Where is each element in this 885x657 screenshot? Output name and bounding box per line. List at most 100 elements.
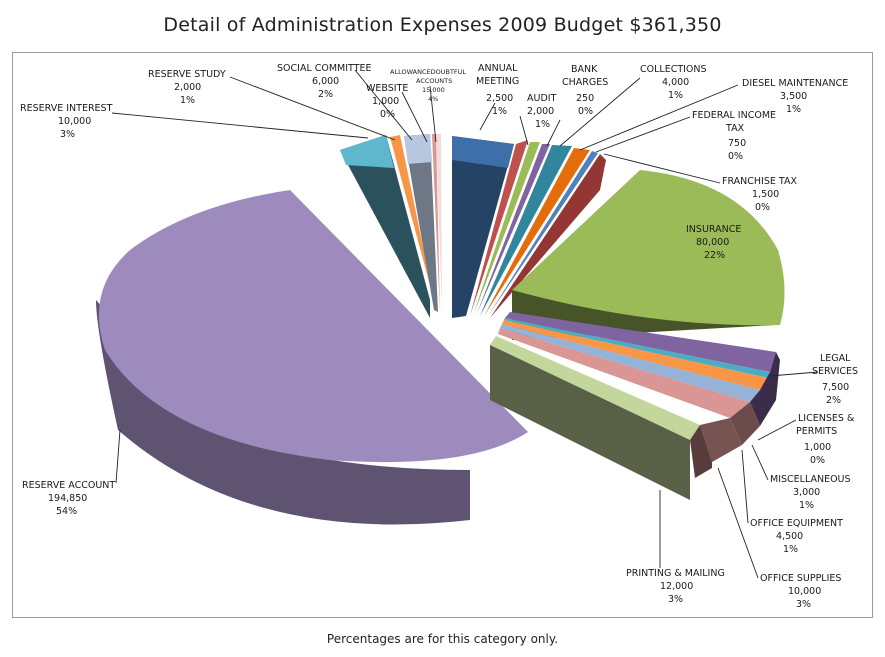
label-office-equipment-name: OFFICE EQUIPMENT (750, 518, 843, 529)
label-diesel-name: DIESEL MAINTENANCE (742, 78, 848, 89)
label-office-equipment-pct: 1% (783, 544, 798, 555)
slice-office-supplies-side (730, 402, 760, 445)
label-reserve-account-value: 194,850 (48, 493, 87, 504)
label-franchise-name: FRANCHISE TAX (722, 176, 797, 187)
leader-reserve-study (229, 76, 396, 141)
label-federal-pct: 0% (728, 151, 743, 162)
label-allowance-value: 15,000 (422, 86, 445, 94)
label-reserve-account-pct: 54% (56, 506, 77, 517)
label-legal-line1: LEGAL (820, 353, 851, 364)
leader-social-committee (354, 69, 413, 141)
slice-diesel (484, 148, 590, 316)
label-collections-pct: 1% (668, 90, 683, 101)
label-franchise-pct: 0% (755, 202, 770, 213)
pie-slices (96, 134, 785, 525)
label-federal-line2: TAX (725, 123, 745, 134)
leader-franchise (603, 153, 721, 184)
leader-diesel (579, 84, 739, 151)
label-licenses-line1: LICENSES & (798, 413, 855, 424)
label-licenses-value: 1,000 (804, 442, 831, 453)
label-bank-charges-line2: CHARGES (562, 77, 608, 88)
label-website-pct: 0% (380, 109, 395, 120)
label-reserve-study-name: RESERVE STUDY (148, 69, 226, 80)
slice-reserve-account-side (96, 300, 470, 525)
slice-federal (488, 151, 598, 316)
label-annual-meeting-line2: MEETING (476, 76, 519, 87)
slice-social-committee-top (404, 134, 432, 164)
label-printing-value: 12,000 (660, 581, 693, 592)
slice-website (432, 134, 440, 314)
label-federal-line1: FEDERAL INCOME (692, 110, 776, 121)
label-bank-charges-line1: BANK (571, 64, 598, 75)
leader-annual-meeting (479, 102, 496, 131)
leader-allowance (429, 85, 437, 143)
label-office-supplies-value: 10,000 (788, 586, 821, 597)
slice-franchise-side (490, 154, 606, 318)
label-website-name: WEBSITE (366, 83, 408, 94)
slice-printing-top (490, 336, 700, 440)
label-bank-charges-value: 250 (576, 93, 594, 104)
leader-licenses (757, 419, 797, 441)
slice-reserve-interest-top (340, 135, 394, 168)
slice-printing-side (490, 345, 690, 500)
label-reserve-study-value: 2,000 (174, 82, 201, 93)
label-diesel-value: 3,500 (780, 91, 807, 102)
slice-fan-side (750, 352, 780, 426)
label-annual-meeting-pct: 1% (492, 106, 507, 117)
leader-bank-charges (546, 119, 561, 147)
slice-reserve-study (390, 135, 434, 300)
slice-licenses (504, 318, 770, 378)
slice-reserve-interest-side (340, 135, 430, 318)
leader-office-supplies (717, 467, 759, 579)
slice-annual-meeting-wedge (470, 140, 528, 316)
label-reserve-interest-name: RESERVE INTEREST (20, 103, 113, 114)
label-social-committee-name: SOCIAL COMMITTEE (277, 63, 372, 74)
label-annual-meeting-value: 2,500 (486, 93, 513, 104)
slice-allowance (436, 134, 442, 314)
leader-office-equipment (741, 449, 749, 524)
slice-audit (473, 142, 540, 316)
leader-reserve-account (115, 429, 121, 484)
label-licenses-pct: 0% (810, 455, 825, 466)
slice-office-supplies (498, 328, 750, 418)
leader-federal (595, 116, 691, 153)
slice-misc (502, 320, 768, 390)
slice-social-committee-side (404, 134, 438, 312)
label-diesel-pct: 1% (786, 104, 801, 115)
label-federal-value: 750 (728, 138, 746, 149)
label-office-supplies-pct: 3% (796, 599, 811, 610)
label-insurance-name: INSURANCE (686, 224, 741, 235)
label-audit-name: AUDIT (527, 93, 557, 104)
label-printing-pct: 3% (668, 594, 683, 605)
label-legal-line2: SERVICES (812, 366, 858, 377)
slice-printing-edge (690, 425, 712, 478)
label-licenses-line2: PERMITS (796, 426, 837, 437)
label-annual-meeting-line1: ANNUAL (478, 63, 518, 74)
leader-website (401, 91, 428, 143)
label-misc-name: MISCELLANEOUS (770, 474, 851, 485)
label-insurance-value: 80,000 (696, 237, 729, 248)
label-audit-value: 2,000 (527, 106, 554, 117)
slice-insurance-top (512, 170, 785, 326)
leader-reserve-interest (111, 112, 369, 139)
label-allowance-line2: ACCOUNTS (416, 77, 452, 85)
leader-legal (769, 371, 819, 377)
label-reserve-account-name: RESERVE ACCOUNT (22, 480, 115, 491)
label-website-value: 1,000 (372, 96, 399, 107)
leader-audit (519, 115, 529, 146)
label-reserve-interest-value: 10,000 (58, 116, 91, 127)
data-labels: RESERVE INTEREST 10,000 3% RESERVE STUDY… (20, 63, 858, 610)
slice-legal (505, 312, 776, 372)
leader-lines (111, 69, 819, 579)
slice-reserve-account-top (98, 190, 528, 463)
label-social-committee-pct: 2% (318, 89, 333, 100)
label-office-supplies-name: OFFICE SUPPLIES (760, 573, 841, 584)
chart-footnote: Percentages are for this category only. (326, 632, 559, 646)
label-misc-pct: 1% (799, 500, 814, 511)
slice-bank-charges (476, 144, 550, 316)
slice-annual-meeting-side (452, 136, 514, 318)
leader-collections (559, 77, 641, 147)
chart-title: Detail of Administration Expenses 2009 B… (163, 14, 722, 36)
label-legal-value: 7,500 (822, 382, 849, 393)
